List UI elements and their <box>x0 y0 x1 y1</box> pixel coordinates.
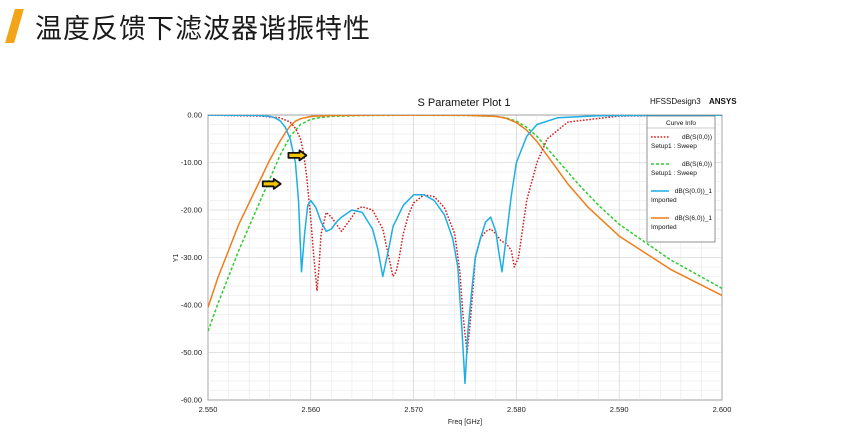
y-tick-label: -40.00 <box>181 301 202 310</box>
legend: Curve Info dB(S(0,0)) Setup1 : Sweep dB(S(6… <box>646 115 716 243</box>
x-tick-label: 2.560 <box>301 405 320 414</box>
y-tick-label: -20.00 <box>181 206 202 215</box>
x-tick-label: 2.570 <box>404 405 423 414</box>
legend-entry-name: dB(S(6,0))_1 <box>675 215 713 222</box>
brand-hfss-design: HFSSDesign3 <box>650 97 701 106</box>
series-line-2 <box>208 115 722 385</box>
plot-title: S Parameter Plot 1 <box>418 97 511 109</box>
legend-entry-name: dB(S(0,0))_1 <box>675 188 713 195</box>
x-axis-label: Freq [GHz] <box>448 419 482 426</box>
x-tick-label: 2.600 <box>713 405 732 414</box>
slide-title-text: 温度反馈下滤波器谐振特性 <box>35 13 371 45</box>
legend-entry-source: Setup1 : Sweep <box>651 143 697 150</box>
y-tick-label: 0.00 <box>187 111 202 120</box>
legend-entry-source: Imported <box>651 197 677 204</box>
y-tick-labels: 0.00 -10.00 -20.00 -30.00 -40.00 -50.00 -60.00 <box>181 111 202 405</box>
legend-entry-name: dB(S(6,0)) <box>682 161 712 168</box>
legend-entry-name: dB(S(0,0)) <box>682 134 712 141</box>
series-group <box>208 115 722 385</box>
x-tick-labels: 2.550 2.560 2.570 2.580 2.590 2.600 <box>199 405 732 414</box>
y-tick-label: -50.00 <box>181 348 202 357</box>
x-tick-label: 2.590 <box>610 405 629 414</box>
series-line-0 <box>208 115 722 354</box>
slide-title: 温度反馈下滤波器谐振特性 <box>5 6 371 46</box>
x-tick-label: 2.550 <box>199 405 218 414</box>
x-tick-label: 2.580 <box>507 405 526 414</box>
y-axis-label: Y1 <box>173 254 180 263</box>
legend-title: Curve Info <box>666 120 696 127</box>
brand-ansys: ANSYS <box>709 97 737 106</box>
annotation-arrow <box>287 149 308 162</box>
y-tick-label: -10.00 <box>181 158 202 167</box>
legend-entry-source: Imported <box>651 224 677 231</box>
series-line-3 <box>208 115 722 308</box>
annotation-arrows <box>261 149 308 190</box>
annotation-arrow <box>261 177 282 190</box>
y-tick-label: -30.00 <box>181 253 202 262</box>
legend-entry-source: Setup1 : Sweep <box>651 170 697 177</box>
y-tick-label: -60.00 <box>181 396 202 405</box>
grid <box>207 114 723 401</box>
